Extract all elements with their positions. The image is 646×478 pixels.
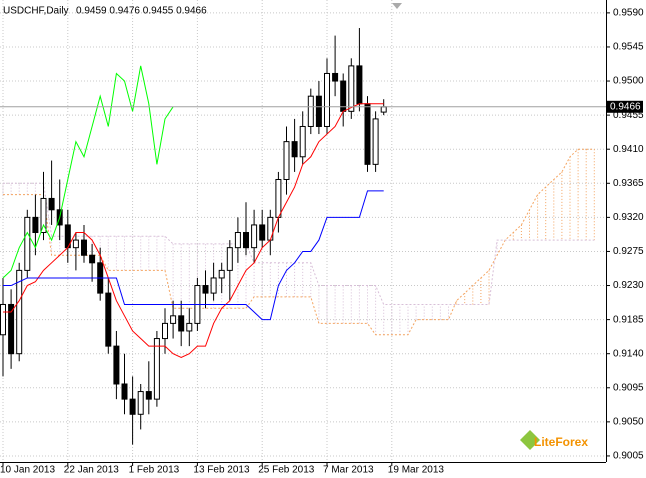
x-tick-label: 7 Mar 2013 <box>323 465 374 476</box>
candle-body <box>153 338 160 400</box>
y-tick-label: 0.9050 <box>613 416 644 427</box>
candle-body <box>16 269 23 355</box>
candle-body <box>259 224 266 241</box>
candle-body <box>137 391 144 415</box>
logo: LiteForex <box>520 430 588 450</box>
candle-body <box>113 345 120 385</box>
candle-body <box>24 216 31 271</box>
shift-marker <box>392 3 402 9</box>
candle-body <box>81 239 87 256</box>
candle-body <box>186 322 193 332</box>
y-tick-label: 0.9500 <box>613 76 644 87</box>
candle-body <box>32 216 39 234</box>
x-tick-label: 22 Jan 2013 <box>64 465 119 476</box>
x-tick-label: 13 Feb 2013 <box>193 465 250 476</box>
candle-body <box>178 315 185 332</box>
candle-body <box>210 277 217 294</box>
y-tick-label: 0.9095 <box>613 382 644 393</box>
candle-body <box>275 178 282 218</box>
candle-body <box>291 141 298 158</box>
candle-body <box>48 197 55 211</box>
candle-body <box>380 106 387 113</box>
y-tick-label: 0.9005 <box>613 451 644 462</box>
candle-body <box>162 322 168 340</box>
x-tick-label: 1 Feb 2013 <box>129 465 180 476</box>
ohlc-readout: 0.9459 0.9476 0.9455 0.9466 <box>76 6 207 17</box>
candle-body <box>129 398 136 415</box>
kijun-line <box>3 190 384 321</box>
senkou-b-line <box>3 182 595 305</box>
tenkan-line <box>3 103 384 359</box>
candle-body <box>307 95 314 127</box>
y-tick-label: 0.9140 <box>613 348 644 359</box>
plot <box>0 0 606 462</box>
candle-body <box>8 303 15 355</box>
x-tick-label: 19 Mar 2013 <box>388 465 445 476</box>
candle-body <box>0 303 6 336</box>
candle-body <box>332 72 339 82</box>
candle-body <box>299 125 306 158</box>
x-tick-label: 10 Jan 2013 <box>0 465 55 476</box>
candle-body <box>145 391 152 400</box>
candle-body <box>251 224 258 249</box>
candle-body <box>267 216 274 241</box>
candle-body <box>40 197 47 234</box>
last-price-label: 0.9466 <box>610 101 641 112</box>
y-tick-label: 0.9590 <box>613 8 644 19</box>
y-tick-label: 0.9320 <box>613 212 644 223</box>
y-tick-label: 0.9230 <box>613 280 644 291</box>
candle-body <box>348 65 355 112</box>
candle-body <box>324 72 330 127</box>
candle-body <box>170 315 177 324</box>
candle-body <box>105 292 112 347</box>
candle-body <box>243 232 249 249</box>
y-tick-label: 0.9185 <box>613 314 644 325</box>
last-price-box <box>607 100 643 113</box>
candle-body <box>89 254 96 264</box>
candle-body <box>72 239 79 249</box>
candle-body <box>226 247 233 271</box>
y-tick-label: 0.9275 <box>613 246 644 257</box>
logo-text: LiteForex <box>534 435 588 449</box>
candle-body <box>121 383 128 400</box>
logo-icon <box>520 430 540 450</box>
candle-body <box>202 285 209 294</box>
x-tick-label: 25 Feb 2013 <box>258 465 315 476</box>
y-tick-label: 0.9545 <box>613 42 644 53</box>
candle-body <box>283 141 290 180</box>
y-tick-label: 0.9410 <box>613 144 644 155</box>
y-tick-label: 0.9455 <box>613 110 644 121</box>
candle-body <box>234 232 241 249</box>
candle-body <box>356 65 363 105</box>
chart-title: USDCHF,Daily <box>3 6 69 17</box>
y-tick-label: 0.9365 <box>613 178 644 189</box>
candle-body <box>218 269 225 279</box>
chikou-line <box>2 65 174 279</box>
candle-body <box>364 103 371 165</box>
candle-body <box>372 118 379 165</box>
candle-body <box>315 95 322 127</box>
